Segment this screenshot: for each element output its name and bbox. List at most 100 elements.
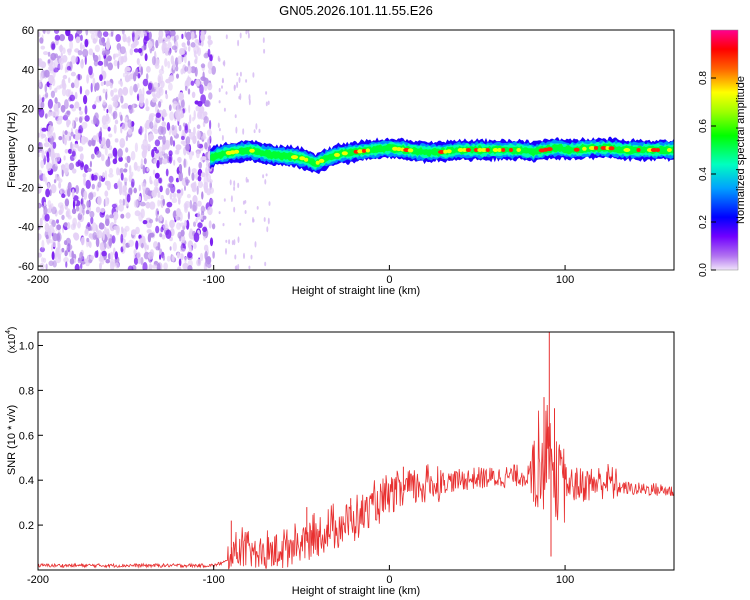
noise-speckle [100,81,104,87]
spectrogram-band-layer [210,136,674,175]
noise-speckle [171,124,175,131]
band-hotspot [480,148,488,152]
noise-speckle [200,135,207,140]
noise-speckle [72,199,76,210]
noise-speckle [109,251,114,261]
sparse-speckle [256,206,259,210]
noise-speckle [79,116,83,123]
noise-speckle [208,220,212,229]
noise-speckle [72,143,75,150]
noise-speckle [79,110,83,116]
noise-speckle [64,99,69,110]
noise-speckle [166,255,171,262]
sparse-speckle [222,223,225,227]
noise-speckle [148,114,154,122]
noise-speckle [80,59,84,69]
noise-speckle [59,34,65,42]
noise-speckle [189,199,193,209]
noise-speckle [180,188,184,196]
noise-speckle [77,50,83,56]
sparse-speckle [236,72,239,76]
noise-speckle [184,200,191,209]
noise-speckle [50,111,57,117]
noise-speckle [105,159,111,167]
noise-speckle [87,255,90,261]
sparse-speckle [265,173,268,177]
noise-speckle [42,30,46,35]
noise-speckle [161,158,168,165]
noise-speckle [38,81,42,88]
noise-speckle [95,206,101,213]
noise-speckle [185,31,192,41]
snr-panel: -200 -100 0 100 0.2 0.4 0.6 0.8 1.0 Height of s… [5,327,675,597]
noise-speckle [205,172,209,177]
noise-speckle [70,131,74,137]
noise-speckle [204,250,208,261]
noise-speckle [168,82,173,91]
noise-speckle [103,80,106,85]
noise-speckle [207,82,213,91]
noise-speckle [41,97,45,103]
snr-x-tick-label: 100 [556,574,574,586]
noise-speckle [85,179,91,189]
noise-speckle [89,210,95,218]
noise-speckle [169,192,173,200]
noise-speckle [190,42,196,48]
noise-speckle [88,140,92,147]
noise-speckle [77,129,82,134]
noise-speckle [177,156,182,164]
noise-speckle [157,177,162,184]
sparse-speckle [245,79,248,83]
noise-speckle [132,103,135,110]
noise-speckle [44,113,48,119]
noise-speckle [96,228,99,239]
noise-speckle [106,228,110,238]
noise-speckle [120,95,124,104]
noise-speckle [157,199,161,207]
noise-speckle [155,208,159,218]
sparse-speckle [222,61,225,66]
snr-series-layer [38,332,674,570]
noise-speckle [141,45,147,51]
noise-speckle [43,51,49,56]
noise-speckle [203,77,209,87]
noise-speckle [154,149,159,154]
noise-speckle [187,265,193,270]
noise-speckle [128,239,135,247]
noise-speckle [101,50,107,56]
spectrogram-y-tick-label: -40 [18,222,34,234]
noise-speckle [79,206,82,215]
sparse-speckle [243,252,245,259]
snr-x-axis-label: Height of straight line (km) [292,585,420,597]
noise-speckle [53,103,58,112]
noise-speckle [59,189,63,196]
noise-speckle [97,60,104,66]
noise-speckle [118,156,123,162]
noise-speckle [139,201,146,207]
noise-speckle [120,233,124,244]
noise-speckle [80,198,83,205]
noise-speckle [46,162,52,172]
noise-speckle [180,253,184,261]
noise-speckle [106,108,109,114]
noise-speckle [59,63,64,71]
sparse-speckle [263,48,266,54]
noise-speckle [191,168,197,174]
noise-speckle [71,168,77,174]
noise-speckle [93,59,99,67]
noise-speckle [193,126,196,136]
noise-speckle [111,203,117,209]
noise-speckle [202,215,207,220]
noise-speckle [178,163,183,173]
noise-speckle [179,222,186,227]
noise-speckle [107,126,111,132]
noise-speckle [175,215,178,221]
noise-speckle [64,149,69,154]
noise-speckle [181,235,186,243]
noise-speckle [95,82,100,91]
noise-speckle [82,207,85,216]
noise-speckle [43,142,50,148]
noise-speckle [135,226,140,235]
noise-speckle [56,219,59,224]
snr-y-tick-label: 0.2 [19,520,34,532]
